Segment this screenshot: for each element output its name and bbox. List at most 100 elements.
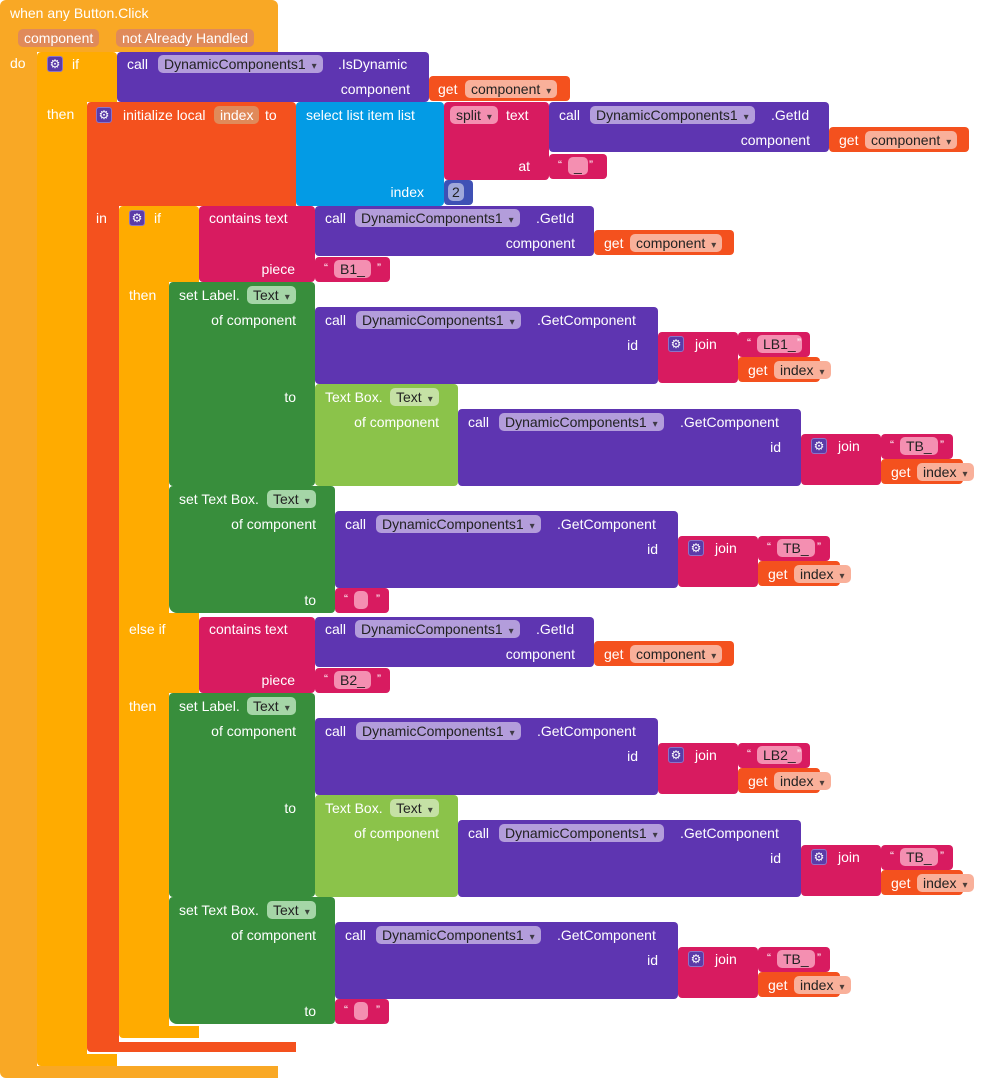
branch-2-set-label-property-dropdown[interactable]: Text (247, 697, 296, 715)
outer-if-mutator-gear-icon[interactable]: ⚙ (47, 56, 63, 72)
branch-2-set-textbox-join-string-block[interactable]: “ TB_” (758, 947, 830, 972)
branch-2-piece-string-value[interactable]: B2_ (334, 671, 371, 689)
split-at-string-block[interactable]: “ _ ” (549, 154, 607, 179)
branch-1-textbox-getter-join-string-value[interactable]: TB_ (900, 437, 938, 455)
get-component-var-dropdown-split[interactable]: component (865, 131, 958, 149)
split-text-label: text (506, 107, 529, 123)
branch-1-set-textbox-call-label: call (345, 516, 367, 532)
branch-1-set-textbox-get-index-dropdown[interactable]: index (794, 565, 851, 583)
isdynamic-method-label: .IsDynamic (338, 56, 408, 72)
branch-2-textbox-getter-get-index-dropdown[interactable]: index (917, 874, 974, 892)
branch-1-set-label-property-dropdown[interactable]: Text (247, 286, 296, 304)
branch-2-set-textbox-id-label: id (647, 952, 658, 968)
select-list-item-block[interactable] (296, 102, 444, 206)
branch-2-set-textbox-empty-string-block[interactable]: “” (335, 999, 389, 1024)
branch-1-set-textbox-empty-string-value[interactable] (354, 591, 368, 609)
branch-1-set-label-component-dropdown[interactable]: DynamicComponents1 (356, 311, 521, 329)
open-quote-icon: “ (767, 951, 771, 965)
branch-2-textbox-getter-join-string-value[interactable]: TB_ (900, 848, 938, 866)
getid-component-dropdown[interactable]: DynamicComponents1 (590, 106, 755, 124)
branch-1-textbox-getter-get-index-dropdown[interactable]: index (917, 463, 974, 481)
branch-1-set-textbox-join-mutator-gear-icon[interactable]: ⚙ (688, 540, 704, 556)
branch-1-textbox-getter-join-label: join (838, 438, 860, 454)
branch-2-contains-label: contains text (209, 621, 288, 637)
branch-2-set-label-text-block[interactable] (169, 693, 315, 897)
branch-2-set-textbox-call-label: call (345, 927, 367, 943)
branch-2-set-textbox-of-component-label: of component (231, 927, 316, 943)
branch-1-set-textbox-component-dropdown[interactable]: DynamicComponents1 (376, 515, 541, 533)
inner-if-then-label-2: then (129, 698, 157, 714)
branch-2-textbox-getter-component-dropdown[interactable]: DynamicComponents1 (499, 824, 664, 842)
branch-1-contains-block[interactable] (199, 206, 315, 282)
branch-1-set-label-join-string-value[interactable]: LB1_ (757, 335, 802, 353)
init-local-label: initialize local (123, 107, 206, 123)
branch-1-textbox-getter-component-dropdown[interactable]: DynamicComponents1 (499, 413, 664, 431)
branch-2-set-textbox-component-dropdown[interactable]: DynamicComponents1 (376, 926, 541, 944)
branch-1-textbox-getter-join-mutator-gear-icon[interactable]: ⚙ (811, 438, 827, 454)
branch-1-piece-string-value[interactable]: B1_ (334, 260, 371, 278)
branch-1-get-component-dropdown[interactable]: component (630, 234, 723, 252)
branch-1-set-textbox-join-string-block[interactable]: “ TB_” (758, 536, 830, 561)
branch-2-set-label-join-mutator-gear-icon[interactable]: ⚙ (668, 747, 684, 763)
number-value[interactable]: 2 (448, 183, 464, 201)
branch-2-set-textbox-property-dropdown[interactable]: Text (267, 901, 316, 919)
outer-if-label: if (72, 56, 79, 72)
event-block-footer (0, 1066, 278, 1078)
inner-if-then-label-1: then (129, 287, 157, 303)
branch-1-textbox-getter-property-dropdown[interactable]: Text (390, 388, 439, 406)
branch-2-textbox-getter-property-dropdown[interactable]: Text (390, 799, 439, 817)
isdynamic-component-dropdown[interactable]: DynamicComponents1 (158, 55, 323, 73)
close-quote-icon: ” (376, 592, 380, 606)
split-at-value[interactable]: _ (568, 157, 588, 175)
event-param-not-already-handled[interactable]: not Already Handled (116, 29, 255, 47)
branch-2-getid-method-label: .GetId (536, 621, 575, 637)
branch-2-set-label-component-dropdown[interactable]: DynamicComponents1 (356, 722, 521, 740)
open-quote-icon: “ (747, 336, 751, 350)
branch-1-set-textbox-empty-string-block[interactable]: “” (335, 588, 389, 613)
branch-1-set-label-join-mutator-gear-icon[interactable]: ⚙ (668, 336, 684, 352)
open-quote-icon: “ (890, 849, 894, 863)
branch-1-set-textbox-join-string-value[interactable]: TB_ (777, 539, 815, 557)
init-local-var-name[interactable]: index (214, 106, 260, 124)
branch-2-get-component-dropdown[interactable]: component (630, 645, 723, 663)
branch-2-set-textbox-join-label: join (715, 951, 737, 967)
branch-2-set-textbox-method-label: .GetComponent (557, 927, 656, 943)
branch-1-set-label-join-string-block[interactable]: “ LB1_” (738, 332, 810, 357)
inner-if-footer (119, 1026, 199, 1038)
branch-1-textbox-getter-get-label: get (891, 464, 911, 480)
branch-2-set-textbox-empty-string-value[interactable] (354, 1002, 368, 1020)
branch-2-piece-string-block[interactable]: “ B2_ ” (315, 668, 390, 693)
inner-if-mutator-gear-icon[interactable]: ⚙ (129, 210, 145, 226)
branch-1-set-textbox-property-dropdown[interactable]: Text (267, 490, 316, 508)
close-quote-icon: ” (940, 438, 944, 452)
branch-2-set-label-get-index-dropdown[interactable]: index (774, 772, 831, 790)
branch-2-set-label-join-string-value[interactable]: LB2_ (757, 746, 802, 764)
branch-2-set-textbox-join-string-value[interactable]: TB_ (777, 950, 815, 968)
branch-1-set-label-get-index-dropdown[interactable]: index (774, 361, 831, 379)
open-quote-icon: “ (344, 592, 348, 606)
branch-2-contains-block[interactable] (199, 617, 315, 693)
branch-1-piece-string-block[interactable]: “ B1_ ” (315, 257, 390, 282)
branch-2-getid-component-dropdown[interactable]: DynamicComponents1 (355, 620, 520, 638)
branch-1-textbox-getter-of-component-label: of component (354, 414, 439, 430)
split-op-dropdown[interactable]: split (450, 106, 498, 124)
branch-2-textbox-getter-join-string-block[interactable]: “ TB_” (881, 845, 953, 870)
event-param-component[interactable]: component (18, 29, 100, 47)
branch-2-set-textbox-get-index-dropdown[interactable]: index (794, 976, 851, 994)
branch-1-textbox-getter-join-string-block[interactable]: “ TB_” (881, 434, 953, 459)
branch-1-getid-component-dropdown[interactable]: DynamicComponents1 (355, 209, 520, 227)
branch-1-set-label-call-label: call (325, 312, 347, 328)
get-component-var-dropdown[interactable]: component (465, 80, 558, 98)
outer-if-then-label: then (47, 106, 75, 122)
open-quote-icon: “ (324, 672, 328, 686)
branch-1-set-label-method-label: .GetComponent (537, 312, 636, 328)
close-quote-icon: ” (377, 261, 381, 275)
branch-2-textbox-getter-call-label: call (468, 825, 490, 841)
close-quote-icon: ” (797, 336, 801, 350)
branch-1-set-label-text-block[interactable] (169, 282, 315, 486)
branch-2-textbox-getter-join-mutator-gear-icon[interactable]: ⚙ (811, 849, 827, 865)
init-local-mutator-gear-icon[interactable]: ⚙ (96, 107, 112, 123)
branch-2-set-textbox-join-mutator-gear-icon[interactable]: ⚙ (688, 951, 704, 967)
initialize-local-block[interactable] (87, 102, 296, 206)
branch-2-set-label-join-string-block[interactable]: “ LB2_” (738, 743, 810, 768)
